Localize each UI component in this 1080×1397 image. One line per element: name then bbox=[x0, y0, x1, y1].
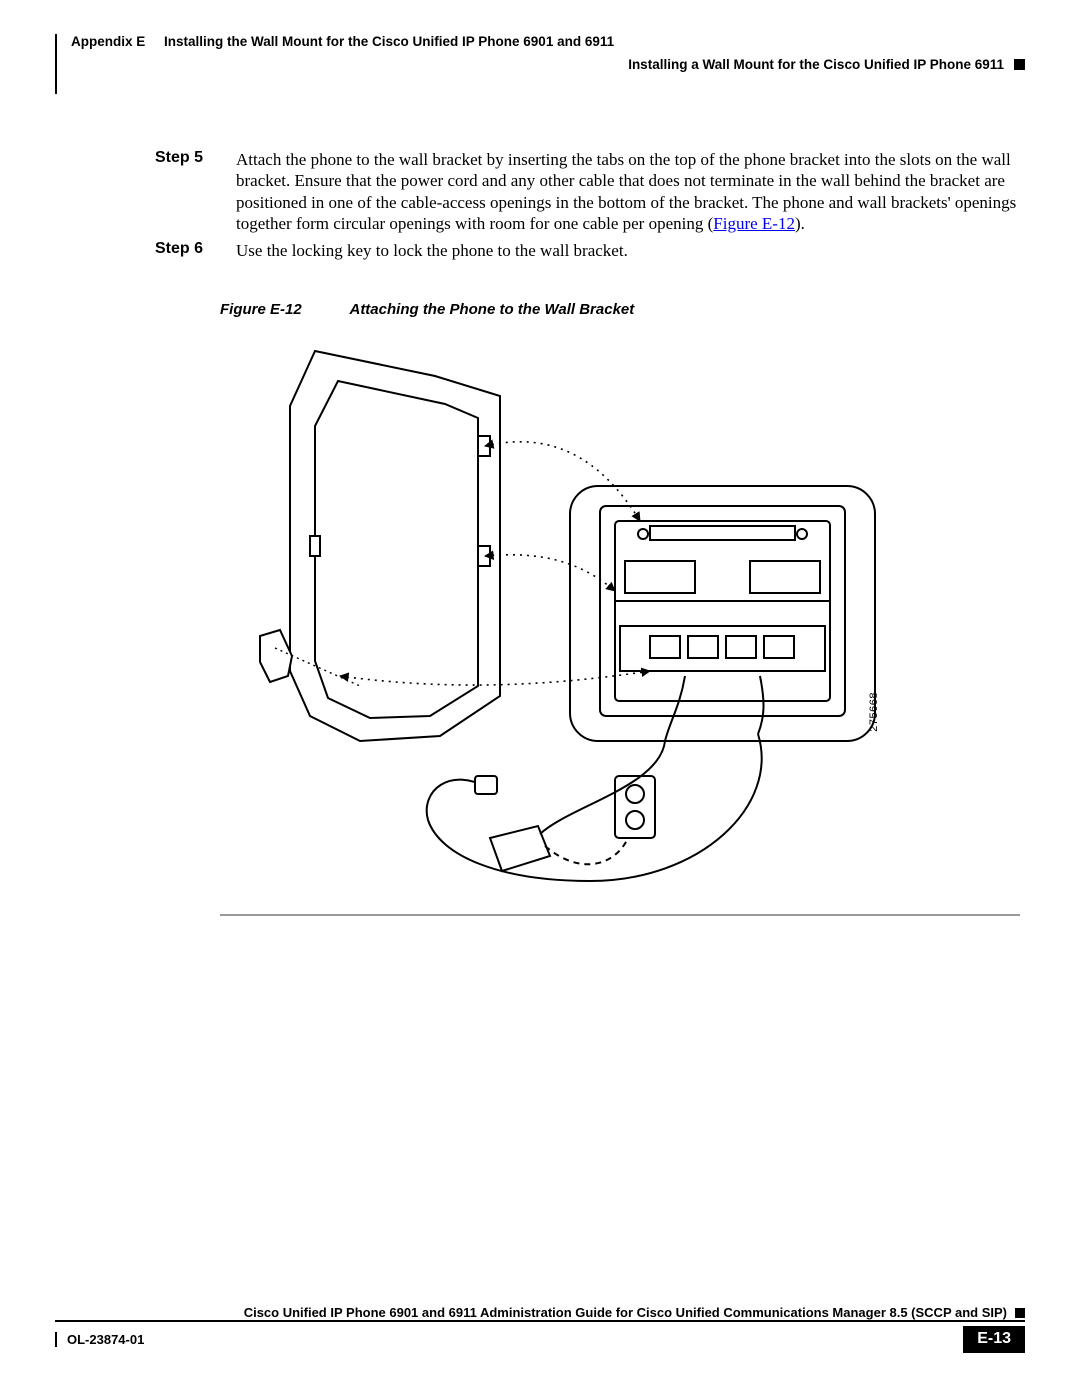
section-title: Installing a Wall Mount for the Cisco Un… bbox=[628, 57, 1004, 72]
step-text: Use the locking key to lock the phone to… bbox=[236, 240, 628, 261]
steps-list: Step 5 Attach the phone to the wall brac… bbox=[155, 149, 1020, 261]
footer-guide-title: Cisco Unified IP Phone 6901 and 6911 Adm… bbox=[244, 1305, 1007, 1320]
figure-id-number: 275668 bbox=[868, 692, 880, 732]
step-label: Step 6 bbox=[155, 240, 210, 258]
appendix-label: Appendix E bbox=[71, 34, 145, 49]
header-line-1: Appendix E Installing the Wall Mount for… bbox=[71, 34, 1025, 49]
page-root: Appendix E Installing the Wall Mount for… bbox=[0, 0, 1080, 1397]
page-footer: Cisco Unified IP Phone 6901 and 6911 Adm… bbox=[55, 1305, 1025, 1353]
figure-label: Figure E-12 bbox=[220, 301, 302, 318]
footer-doc-id-wrap: OL-23874-01 bbox=[55, 1332, 144, 1347]
footer-bottom-row: OL-23874-01 E-13 bbox=[55, 1326, 1025, 1353]
header-marker-icon bbox=[1014, 59, 1025, 70]
appendix-title: Installing the Wall Mount for the Cisco … bbox=[164, 34, 614, 49]
figure-caption: Figure E-12 Attaching the Phone to the W… bbox=[220, 301, 1025, 318]
section-divider bbox=[220, 914, 1020, 916]
step-text-pre: Attach the phone to the wall bracket by … bbox=[236, 150, 1016, 233]
footer-marker-icon bbox=[1015, 1308, 1025, 1318]
footer-doc-id: OL-23874-01 bbox=[67, 1332, 144, 1347]
step-text: Attach the phone to the wall bracket by … bbox=[236, 149, 1020, 234]
footer-top-row: Cisco Unified IP Phone 6901 and 6911 Adm… bbox=[55, 1305, 1025, 1320]
step-text-post: ). bbox=[795, 214, 805, 233]
step-text-pre: Use the locking key to lock the phone to… bbox=[236, 241, 628, 260]
page-header: Appendix E Installing the Wall Mount for… bbox=[55, 34, 1025, 94]
figure-reference-link[interactable]: Figure E-12 bbox=[713, 214, 795, 233]
step-row: Step 5 Attach the phone to the wall brac… bbox=[155, 149, 1020, 234]
footer-rule bbox=[55, 1320, 1025, 1322]
step-label: Step 5 bbox=[155, 149, 210, 167]
footer-page-number: E-13 bbox=[963, 1326, 1025, 1353]
figure-title: Attaching the Phone to the Wall Bracket bbox=[349, 301, 634, 318]
header-line-2: Installing a Wall Mount for the Cisco Un… bbox=[71, 57, 1025, 72]
step-row: Step 6 Use the locking key to lock the p… bbox=[155, 240, 1020, 261]
figure-diagram: 275668 bbox=[220, 336, 885, 906]
